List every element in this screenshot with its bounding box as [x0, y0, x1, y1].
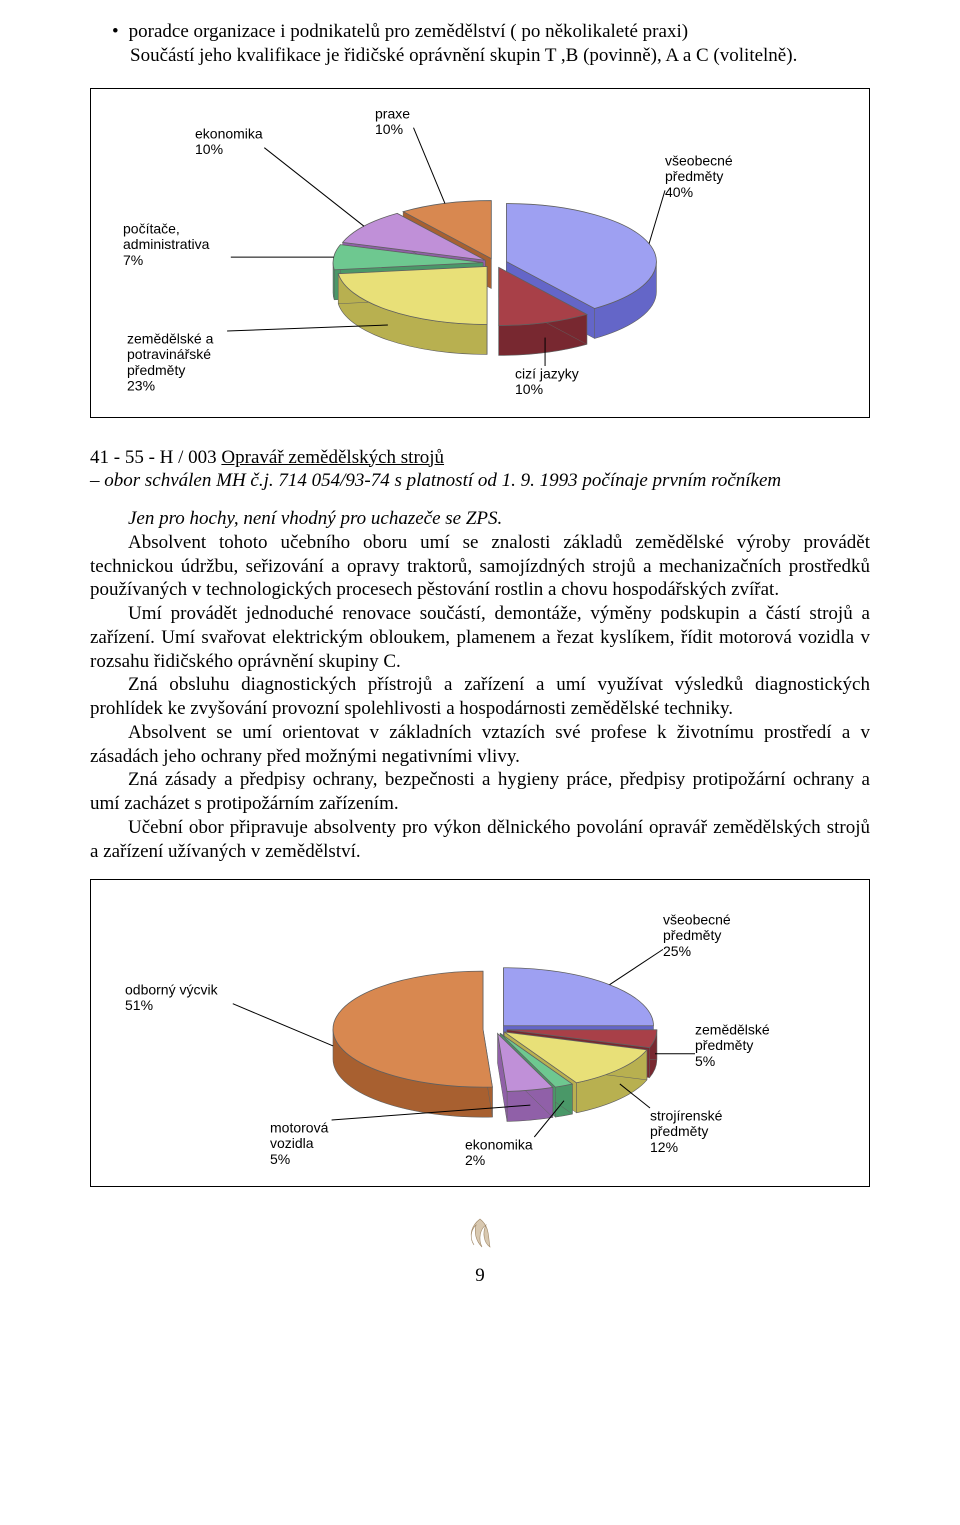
pie-chart-svg: všeobecnépředměty25%zemědělsképředměty5%…: [95, 884, 865, 1182]
svg-text:strojírenské: strojírenské: [650, 1108, 723, 1124]
paragraph: Učební obor připravuje absolventy pro vý…: [90, 816, 870, 864]
svg-text:předměty: předměty: [665, 168, 723, 184]
svg-text:zemědělské: zemědělské: [695, 1022, 770, 1038]
svg-text:23%: 23%: [127, 377, 155, 393]
svg-text:odborný výcvik: odborný výcvik: [125, 982, 219, 998]
svg-text:ekonomika: ekonomika: [465, 1137, 533, 1153]
svg-text:12%: 12%: [650, 1139, 678, 1155]
svg-text:2%: 2%: [465, 1152, 485, 1168]
svg-text:motorová: motorová: [270, 1120, 329, 1136]
bullet-text: poradce organizace i podnikatelů pro zem…: [129, 21, 688, 42]
svg-text:předměty: předměty: [127, 361, 185, 377]
svg-text:předměty: předměty: [695, 1037, 753, 1053]
intro-note: Jen pro hochy, není vhodný pro uchazeče …: [90, 507, 870, 531]
bullet-paragraph: •poradce organizace i podnikatelů pro ze…: [90, 20, 870, 68]
program-heading: 41 - 55 - H / 003 Opravář zemědělských s…: [90, 446, 870, 494]
svg-text:administrativa: administrativa: [123, 236, 210, 252]
svg-text:ekonomika: ekonomika: [195, 125, 263, 141]
paragraph: Umí provádět jednoduché renovace součást…: [90, 602, 870, 673]
curriculum-pie-chart-1: všeobecnépředměty40%cizí jazyky10%zemědě…: [90, 88, 870, 418]
bullet-followup: Součástí jeho kvalifikace je řidičské op…: [130, 44, 797, 68]
program-subtitle: – obor schválen MH č.j. 714 054/93-74 s …: [90, 470, 781, 491]
paragraph: Zná zásady a předpisy ochrany, bezpečnos…: [90, 768, 870, 816]
svg-text:7%: 7%: [123, 251, 143, 267]
svg-text:předměty: předměty: [650, 1123, 708, 1139]
curriculum-pie-chart-2: všeobecnépředměty25%zemědělsképředměty5%…: [90, 879, 870, 1187]
svg-text:40%: 40%: [665, 183, 693, 199]
svg-text:5%: 5%: [695, 1053, 715, 1069]
svg-text:počítače,: počítače,: [123, 220, 180, 236]
program-code: 41 - 55 - H / 003: [90, 447, 221, 468]
svg-text:všeobecné: všeobecné: [665, 152, 733, 168]
paragraph: Zná obsluhu diagnostických přístrojů a z…: [90, 673, 870, 721]
svg-text:5%: 5%: [270, 1151, 290, 1167]
svg-text:10%: 10%: [195, 141, 223, 157]
bullet-marker: •: [112, 21, 129, 42]
svg-text:vozidla: vozidla: [270, 1135, 314, 1151]
svg-text:potravinářské: potravinářské: [127, 346, 211, 362]
text-body: Jen pro hochy, není vhodný pro uchazeče …: [90, 507, 870, 863]
leaf-ornament-icon: [460, 1215, 500, 1255]
document-page: •poradce organizace i podnikatelů pro ze…: [0, 0, 960, 1317]
svg-text:předměty: předměty: [663, 927, 721, 943]
svg-text:25%: 25%: [663, 943, 691, 959]
pie-chart-svg: všeobecnépředměty40%cizí jazyky10%zemědě…: [95, 93, 865, 413]
paragraph: Absolvent se umí orientovat v základních…: [90, 721, 870, 769]
svg-text:praxe: praxe: [375, 105, 410, 121]
page-number: 9: [90, 1265, 870, 1287]
paragraph: Absolvent tohoto učebního oboru umí se z…: [90, 531, 870, 602]
svg-text:10%: 10%: [515, 381, 543, 397]
svg-text:všeobecné: všeobecné: [663, 912, 731, 928]
svg-text:cizí jazyky: cizí jazyky: [515, 365, 579, 381]
svg-text:51%: 51%: [125, 997, 153, 1013]
svg-text:zemědělské a: zemědělské a: [127, 330, 214, 346]
program-title: Opravář zemědělských strojů: [221, 447, 444, 468]
svg-text:10%: 10%: [375, 121, 403, 137]
